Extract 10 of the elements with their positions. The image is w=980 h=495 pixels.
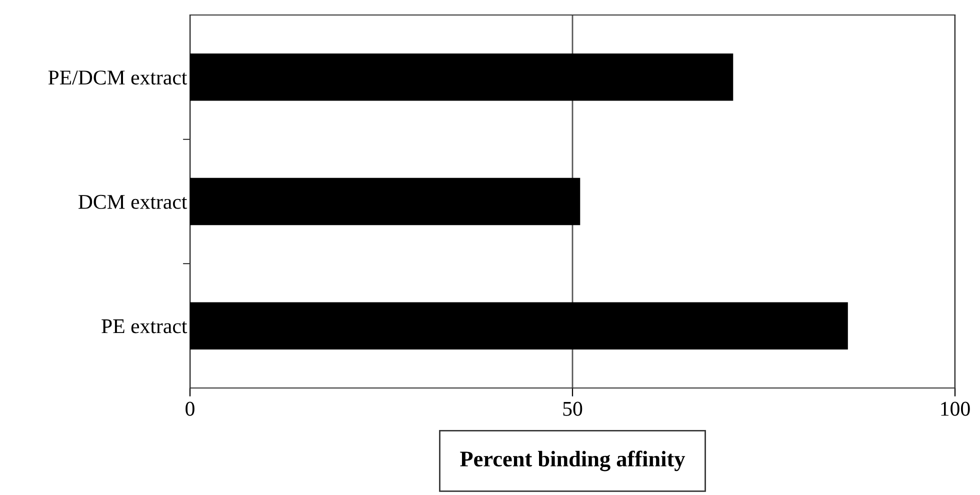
bar (190, 302, 848, 350)
y-tick-label: DCM extract (78, 194, 188, 209)
x-tick-label: 0 (186, 402, 194, 416)
y-tick-label: PE/DCM extract (48, 70, 188, 85)
x-tick-label: 100 (941, 402, 970, 416)
y-tick-label: PE extract (102, 319, 188, 334)
bar (190, 54, 734, 101)
bar (190, 178, 580, 226)
x-tick-label: 50 (563, 402, 582, 416)
x-axis-title: Percent binding affinity (460, 450, 686, 472)
